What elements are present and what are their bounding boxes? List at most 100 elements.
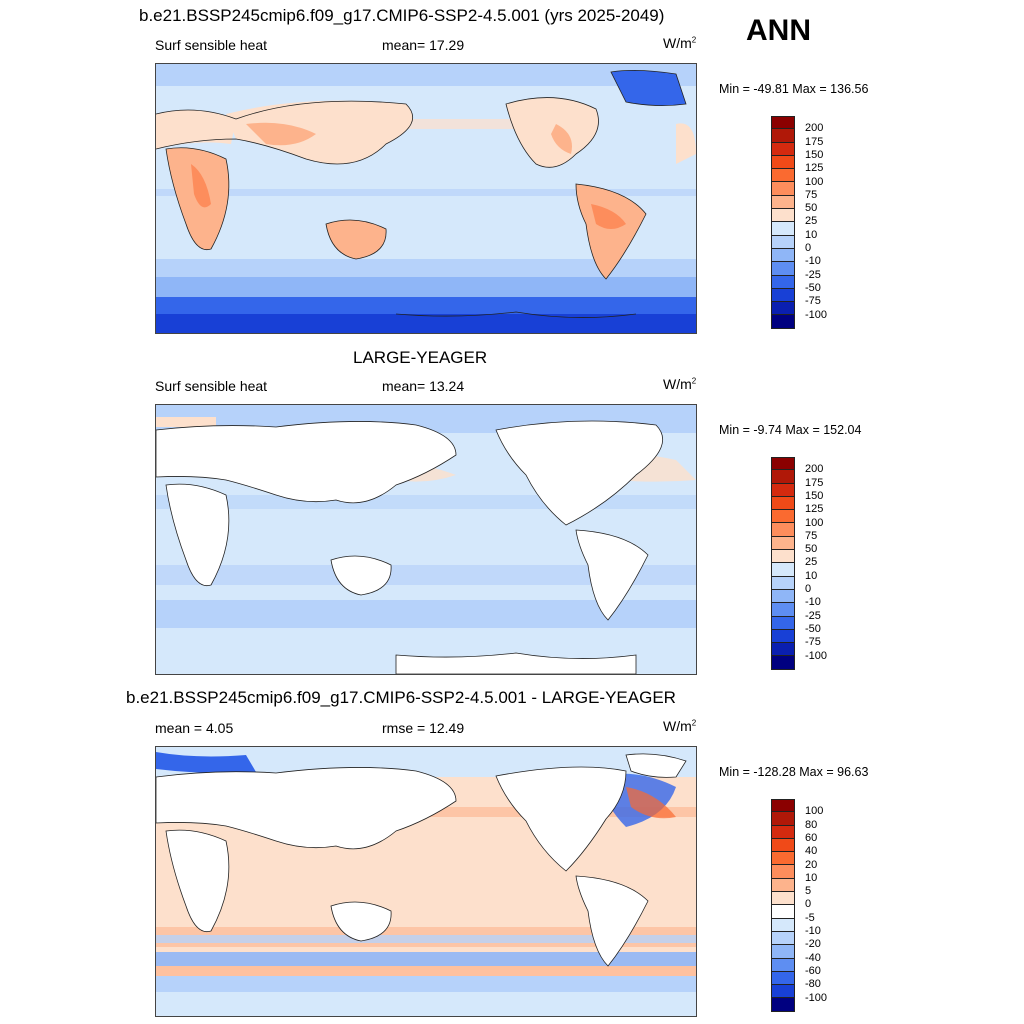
colorbar-tick-label: -50 <box>805 622 821 635</box>
colorbar-tick-label: -25 <box>805 268 821 281</box>
colorbar-tick-label: -50 <box>805 281 821 294</box>
panel2-map <box>155 404 697 675</box>
colorbar-swatch <box>771 838 795 853</box>
colorbar-tick-label: 175 <box>805 135 824 148</box>
panel1-map <box>155 63 697 334</box>
colorbar-swatch <box>771 812 795 826</box>
panel3-minmax: Min = -128.28 Max = 96.63 <box>719 765 869 779</box>
panel2-title: LARGE-YEAGER <box>353 348 488 367</box>
colorbar-swatch <box>771 865 795 879</box>
colorbar-tick-label: 0 <box>805 898 812 911</box>
colorbar-swatch <box>771 248 795 263</box>
colorbar-tick-label: -10 <box>805 596 821 609</box>
colorbar-tick-label: 100 <box>805 805 824 818</box>
colorbar-tick-label: 125 <box>805 503 824 516</box>
colorbar-swatch <box>771 945 795 959</box>
colorbar-swatch <box>771 262 795 276</box>
colorbar-swatch <box>771 483 795 497</box>
colorbar-tick-label: 25 <box>805 215 818 228</box>
colorbar-swatch <box>771 155 795 170</box>
season-label: ANN <box>746 14 811 47</box>
colorbar-swatch <box>771 116 795 130</box>
colorbar-swatch <box>771 288 795 303</box>
colorbar-tick-label: -40 <box>805 951 821 964</box>
colorbar-swatch <box>771 169 795 183</box>
panel3-mean-label: mean = 4.05 <box>155 720 234 736</box>
colorbar-swatch <box>771 523 795 537</box>
colorbar-tick-label: 80 <box>805 818 818 831</box>
panel2-minmax: Min = -9.74 Max = 152.04 <box>719 423 862 437</box>
colorbar-swatch <box>771 603 795 617</box>
colorbar-swatch <box>771 536 795 551</box>
colorbar-swatch <box>771 998 795 1012</box>
colorbar-tick-label: -10 <box>805 255 821 268</box>
colorbar-tick-label: -100 <box>805 649 828 662</box>
colorbar-swatch <box>771 563 795 577</box>
colorbar-tick-label: 75 <box>805 188 818 201</box>
colorbar-tick-label: 150 <box>805 148 824 161</box>
colorbar-tick-label: 50 <box>805 543 818 556</box>
colorbar-swatch <box>771 496 795 511</box>
colorbar-swatch <box>771 629 795 644</box>
colorbar-swatch <box>771 971 795 986</box>
colorbar-swatch <box>771 142 795 156</box>
colorbar-swatch <box>771 550 795 564</box>
colorbar-tick-label: 10 <box>805 569 818 582</box>
colorbar-tick-label: -5 <box>805 911 815 924</box>
colorbar-tick-label: 60 <box>805 831 818 844</box>
colorbar-tick-label: -75 <box>805 295 821 308</box>
panel2-mean-label: mean= 13.24 <box>382 378 465 394</box>
colorbar-tick-label: 5 <box>805 885 812 898</box>
colorbar-tick-label: 200 <box>805 463 824 476</box>
panel1-variable-label: Surf sensible heat <box>155 37 268 53</box>
colorbar-tick-label: 0 <box>805 242 812 254</box>
colorbar-swatch <box>771 985 795 999</box>
panel3-units: W/m2 <box>663 718 697 734</box>
colorbar-swatch <box>771 656 795 670</box>
colorbar-swatch <box>771 799 795 813</box>
colorbar-swatch <box>771 129 795 143</box>
colorbar-swatch <box>771 905 795 919</box>
panel2-variable-label: Surf sensible heat <box>155 378 268 394</box>
colorbar-swatch <box>771 852 795 866</box>
panel3-colorbar <box>771 799 795 1012</box>
colorbar-swatch <box>771 470 795 484</box>
colorbar-swatch <box>771 222 795 236</box>
colorbar-swatch <box>771 235 795 249</box>
colorbar-tick-label: 50 <box>805 202 818 215</box>
colorbar-tick-label: -25 <box>805 609 821 622</box>
panel1-title: b.e21.BSSP245cmip6.f09_g17.CMIP6-SSP2-4.… <box>139 6 665 25</box>
panel1-units: W/m2 <box>663 35 697 51</box>
colorbar-swatch <box>771 510 795 524</box>
colorbar-tick-label: 10 <box>805 228 818 241</box>
colorbar-tick-label: 175 <box>805 476 824 489</box>
colorbar-swatch <box>771 182 795 196</box>
colorbar-swatch <box>771 315 795 329</box>
colorbar-tick-label: -60 <box>805 964 821 977</box>
colorbar-swatch <box>771 275 795 289</box>
colorbar-tick-label: 100 <box>805 516 824 529</box>
panel3-title: b.e21.BSSP245cmip6.f09_g17.CMIP6-SSP2-4.… <box>126 688 676 707</box>
panel3-rmse-label: rmse = 12.49 <box>382 720 465 736</box>
colorbar-tick-label: 75 <box>805 529 818 542</box>
colorbar-tick-label: 0 <box>805 583 812 595</box>
colorbar-swatch <box>771 892 795 906</box>
colorbar-swatch <box>771 195 795 210</box>
colorbar-tick-label: 125 <box>805 162 824 175</box>
colorbar-tick-label: -100 <box>805 308 828 321</box>
colorbar-swatch <box>771 576 795 590</box>
colorbar-tick-label: -75 <box>805 636 821 649</box>
colorbar-tick-label: 10 <box>805 871 818 884</box>
colorbar-tick-label: -100 <box>805 991 828 1004</box>
colorbar-tick-label: 150 <box>805 489 824 502</box>
colorbar-tick-label: 200 <box>805 122 824 135</box>
colorbar-tick-label: 25 <box>805 556 818 569</box>
colorbar-swatch <box>771 589 795 604</box>
colorbar-tick-label: -10 <box>805 925 821 937</box>
colorbar-swatch <box>771 931 795 946</box>
colorbar-swatch <box>771 209 795 223</box>
colorbar-swatch <box>771 643 795 657</box>
colorbar-swatch <box>771 878 795 893</box>
colorbar-tick-label: 20 <box>805 858 818 871</box>
panel1-minmax: Min = -49.81 Max = 136.56 <box>719 82 869 96</box>
